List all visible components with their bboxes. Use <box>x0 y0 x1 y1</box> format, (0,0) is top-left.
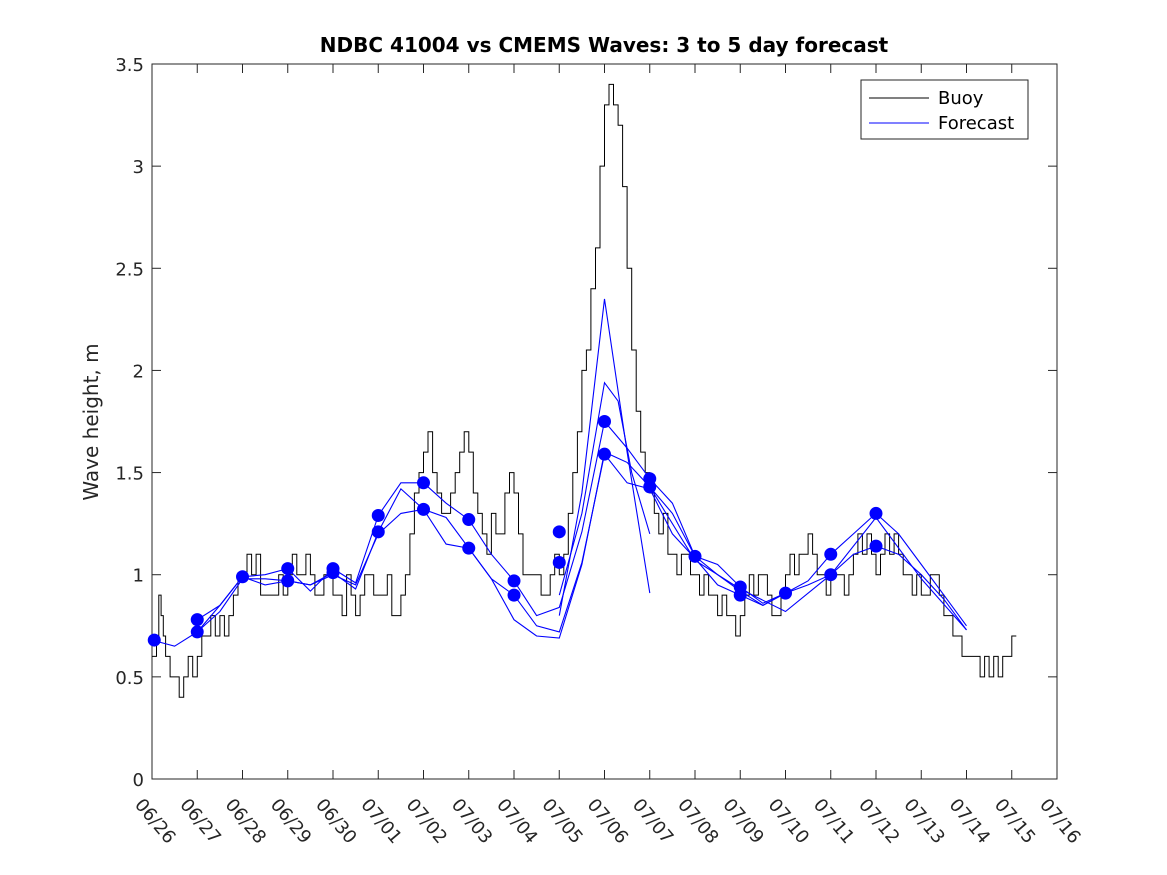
forecast-start-marker <box>598 415 611 428</box>
legend-forecast-label: Forecast <box>938 113 1014 134</box>
y-tick-label: 2.5 <box>115 259 144 280</box>
y-tick-label: 2 <box>133 361 144 382</box>
forecast-start-marker <box>552 525 566 539</box>
buoy-series-line <box>152 83 1017 698</box>
y-tick-label: 0 <box>133 770 144 791</box>
x-tick-label: 07/06 <box>583 795 632 848</box>
forecast-start-marker <box>417 476 430 490</box>
forecast-start-marker <box>824 547 838 561</box>
x-tick-label: 07/02 <box>402 795 451 848</box>
chart-title: NDBC 41004 vs CMEMS Waves: 3 to 5 day fo… <box>320 33 889 57</box>
forecast-series-line <box>151 451 967 647</box>
y-axis-label: Wave height, m <box>79 343 103 500</box>
forecast-series-line <box>197 420 967 627</box>
x-tick-label: 07/13 <box>899 795 948 848</box>
forecast-start-marker <box>598 447 611 461</box>
x-tick-label: 07/08 <box>673 795 722 848</box>
x-tick-label: 07/01 <box>356 795 405 848</box>
plot-area: 0 0.5 1 1.5 2 2.5 3 3.5 06/2606/2706/2806/2906/3… <box>115 55 1084 848</box>
y-tick-label: 3.5 <box>115 55 144 76</box>
forecast-start-marker <box>147 633 161 647</box>
forecast-start-marker <box>507 574 521 588</box>
legend: Buoy Forecast <box>860 79 1029 140</box>
x-tick-label: 06/28 <box>221 795 270 848</box>
forecast-start-marker <box>371 525 385 539</box>
legend-buoy-label: Buoy <box>938 88 984 109</box>
forecast-start-marker <box>824 568 838 582</box>
x-tick-label: 07/07 <box>628 795 677 848</box>
y-tick-label: 0.5 <box>115 668 144 689</box>
x-tick-label: 07/04 <box>492 795 541 848</box>
forecast-start-marker <box>869 506 883 520</box>
x-tick-label: 07/10 <box>764 795 813 848</box>
x-tick-label: 06/26 <box>130 795 179 848</box>
forecast-start-marker <box>462 513 476 527</box>
forecast-start-marker <box>733 588 747 602</box>
forecast-start-marker <box>281 574 295 588</box>
forecast-start-marker <box>417 502 430 516</box>
forecast-start-marker <box>552 555 566 569</box>
forecast-start-marker <box>688 549 702 563</box>
forecast-start-marker <box>326 566 340 580</box>
y-tick-label: 1 <box>133 566 144 587</box>
x-tick-label: 07/09 <box>718 795 767 848</box>
x-tick-label: 06/30 <box>311 795 360 848</box>
y-tick-label: 1.5 <box>115 464 144 485</box>
forecast-start-marker <box>236 570 249 584</box>
forecast-start-marker <box>643 480 657 494</box>
forecast-start-marker <box>462 541 476 555</box>
x-tick-label: 07/14 <box>945 795 994 848</box>
forecast-series-line <box>649 486 967 631</box>
forecast-series-line <box>196 452 786 633</box>
forecast-start-marker <box>190 625 204 639</box>
x-tick-label: 07/05 <box>537 795 586 848</box>
x-tick-label: 07/03 <box>447 795 496 848</box>
forecast-start-marker <box>281 562 295 576</box>
forecast-start-marker <box>190 613 204 627</box>
legend-box <box>860 79 1029 140</box>
forecast-start-marker <box>507 588 521 602</box>
x-tick-label: 06/29 <box>266 795 315 848</box>
x-tick-label: 07/15 <box>990 795 1039 848</box>
x-tick-label: 06/27 <box>175 795 224 848</box>
forecast-start-marker <box>869 539 883 553</box>
forecast-series-line <box>558 298 651 616</box>
x-tick-label: 07/16 <box>1035 795 1084 848</box>
forecast-start-marker <box>779 586 792 600</box>
forecast-start-marker <box>371 508 385 522</box>
x-tick-label: 07/11 <box>809 795 858 848</box>
x-tick-label: 07/12 <box>854 795 903 848</box>
forecast-series-line <box>558 381 651 596</box>
y-tick-label: 3 <box>133 157 144 178</box>
